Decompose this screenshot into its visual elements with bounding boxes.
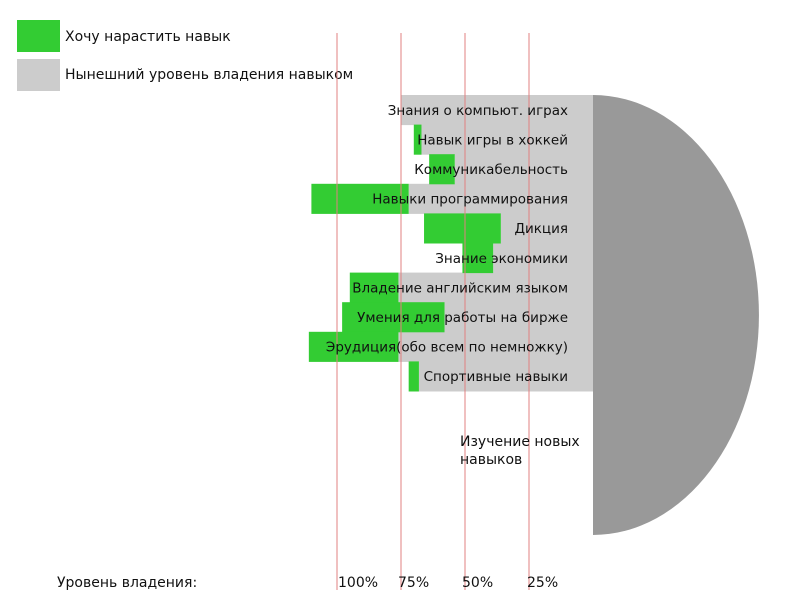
bar-want-8 [308,331,399,362]
category-label-6: Владение английским языком [352,280,568,296]
bar-want-3 [311,183,409,214]
bar-want-9 [408,361,419,392]
bars-layer [308,95,593,392]
labels-layer: Знания о компьют. играх Навык игры в хокк… [326,103,568,385]
category-label-3: Навыки программирования [372,192,568,208]
bar-want-6 [349,272,399,303]
bar-current-2 [454,154,593,185]
axis-tick-75: 75% [398,575,430,591]
grid-layer [336,33,530,590]
bar-want-2 [429,154,455,185]
bar-current-1 [421,124,593,155]
semicircle-label: Изучение новых навыков [460,434,580,468]
bar-current-6 [398,272,593,303]
legend-swatch-current [17,59,60,91]
semicircle-new-skills [593,95,759,535]
axis-tick-25: 25% [527,575,559,591]
legend-label-current: Нынешний уровень владения навыком [65,67,354,83]
bar-current-4 [500,213,593,244]
legend-swatch-want [17,20,60,52]
bar-want-1 [413,124,422,155]
category-label-9: Спортивные навыки [424,369,568,385]
bar-current-7 [444,302,593,333]
bar-want-4 [424,213,501,244]
bar-want-5 [462,243,494,274]
category-label-0: Знания о компьют. играх [388,103,568,119]
bar-current-9 [418,361,593,392]
legend-label-want: Хочу нарастить навык [65,29,231,45]
category-label-7: Умения для работы на бирже [357,310,568,326]
axis-title: Уровень владения: [57,575,198,591]
category-label-4: Дикция [514,221,568,237]
category-label-1: Навык игры в хоккей [417,132,568,148]
category-label-5: Знание экономики [435,251,568,267]
bar-current-3 [408,183,593,214]
category-label-8: Эрудиция(обо всем по немножку) [326,340,568,356]
bar-current-8 [398,331,593,362]
bar-want-7 [342,302,445,333]
bar-current-5 [493,243,593,274]
axis-tick-100: 100% [338,575,379,591]
bar-current-0 [401,95,593,126]
category-label-2: Коммуникабельность [414,162,568,178]
axis-tick-50: 50% [462,575,494,591]
